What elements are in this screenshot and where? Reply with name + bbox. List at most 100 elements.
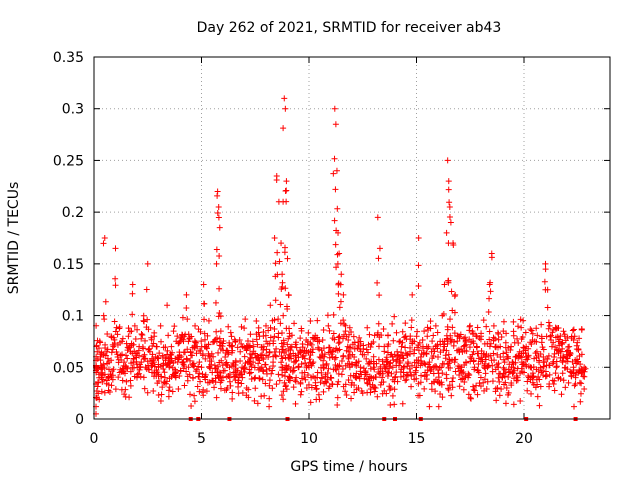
data-point — [448, 392, 455, 399]
data-point — [489, 368, 496, 375]
data-point — [542, 373, 549, 380]
data-point — [354, 345, 361, 352]
data-point — [328, 351, 335, 358]
data-point — [262, 380, 269, 387]
data-point — [280, 339, 287, 346]
data-point — [451, 293, 458, 300]
data-point — [435, 353, 441, 360]
data-point — [229, 395, 236, 402]
data-point — [238, 380, 245, 387]
data-point — [487, 279, 494, 286]
data-point — [568, 372, 575, 379]
data-point — [503, 330, 510, 337]
data-point — [317, 379, 324, 386]
data-point — [297, 380, 304, 387]
data-point — [538, 339, 545, 346]
data-point — [524, 387, 531, 394]
data-point — [483, 385, 490, 392]
data-point — [112, 245, 119, 252]
data-point — [193, 339, 200, 346]
data-point — [356, 334, 363, 341]
data-point — [398, 349, 405, 356]
data-point — [339, 335, 346, 342]
data-point — [212, 299, 219, 306]
data-point — [399, 400, 406, 407]
data-point — [298, 388, 305, 395]
data-point — [156, 350, 163, 357]
data-point — [446, 316, 453, 323]
data-point — [397, 358, 404, 365]
data-point — [445, 277, 452, 284]
data-point — [164, 347, 171, 354]
data-point — [141, 351, 148, 358]
data-point — [143, 286, 150, 293]
data-point — [272, 352, 279, 359]
data-point — [437, 390, 444, 397]
data-point — [414, 328, 421, 335]
data-point — [227, 329, 234, 336]
data-point — [518, 324, 525, 331]
data-point — [335, 334, 342, 341]
data-point — [266, 377, 273, 384]
data-point — [206, 364, 213, 371]
data-point — [235, 377, 242, 384]
x-tick-label: 0 — [90, 431, 99, 447]
data-point — [547, 333, 554, 340]
data-point — [549, 329, 556, 336]
y-tick-label: 0.05 — [53, 360, 84, 376]
data-point — [448, 288, 455, 295]
data-point — [491, 357, 498, 364]
data-point — [352, 373, 359, 380]
data-point — [342, 328, 349, 335]
data-point — [508, 343, 515, 350]
data-point — [399, 339, 406, 346]
data-point — [385, 369, 392, 376]
data-point — [574, 339, 581, 346]
x-tick-label: 20 — [515, 431, 533, 447]
data-point — [260, 356, 267, 363]
data-point — [427, 325, 434, 332]
data-point — [470, 330, 477, 337]
data-point — [505, 374, 512, 381]
data-point — [524, 356, 531, 363]
data-point — [355, 384, 362, 391]
data-point — [318, 369, 325, 376]
data-point — [155, 377, 162, 384]
data-point — [544, 355, 551, 362]
data-point — [272, 297, 279, 304]
chart-title: Day 262 of 2021, SRMTID for receiver ab4… — [197, 20, 502, 36]
data-point — [324, 376, 331, 383]
data-point — [245, 386, 252, 393]
data-point — [443, 335, 450, 342]
data-point — [213, 328, 220, 335]
data-point — [466, 344, 473, 351]
data-point — [150, 340, 157, 347]
data-point — [485, 308, 492, 315]
data-point — [97, 357, 104, 364]
data-point — [122, 386, 129, 393]
data-point — [487, 340, 494, 347]
data-point — [567, 368, 574, 375]
data-point — [158, 391, 165, 398]
data-point — [196, 359, 203, 366]
data-point — [131, 322, 138, 329]
data-point — [507, 346, 514, 353]
data-point — [581, 386, 588, 393]
data-point — [533, 325, 540, 332]
data-point — [151, 359, 158, 366]
data-point — [462, 334, 469, 341]
data-point — [525, 352, 532, 359]
data-point — [165, 393, 172, 400]
data-point — [337, 320, 344, 327]
data-point — [581, 368, 588, 375]
data-point — [486, 328, 493, 335]
data-point — [495, 336, 502, 343]
data-point — [285, 351, 292, 358]
data-point — [342, 322, 349, 329]
data-point — [531, 355, 538, 362]
data-point — [313, 385, 320, 392]
data-point — [319, 337, 326, 344]
data-point — [371, 332, 378, 339]
data-point — [142, 337, 149, 344]
data-point — [273, 176, 280, 183]
